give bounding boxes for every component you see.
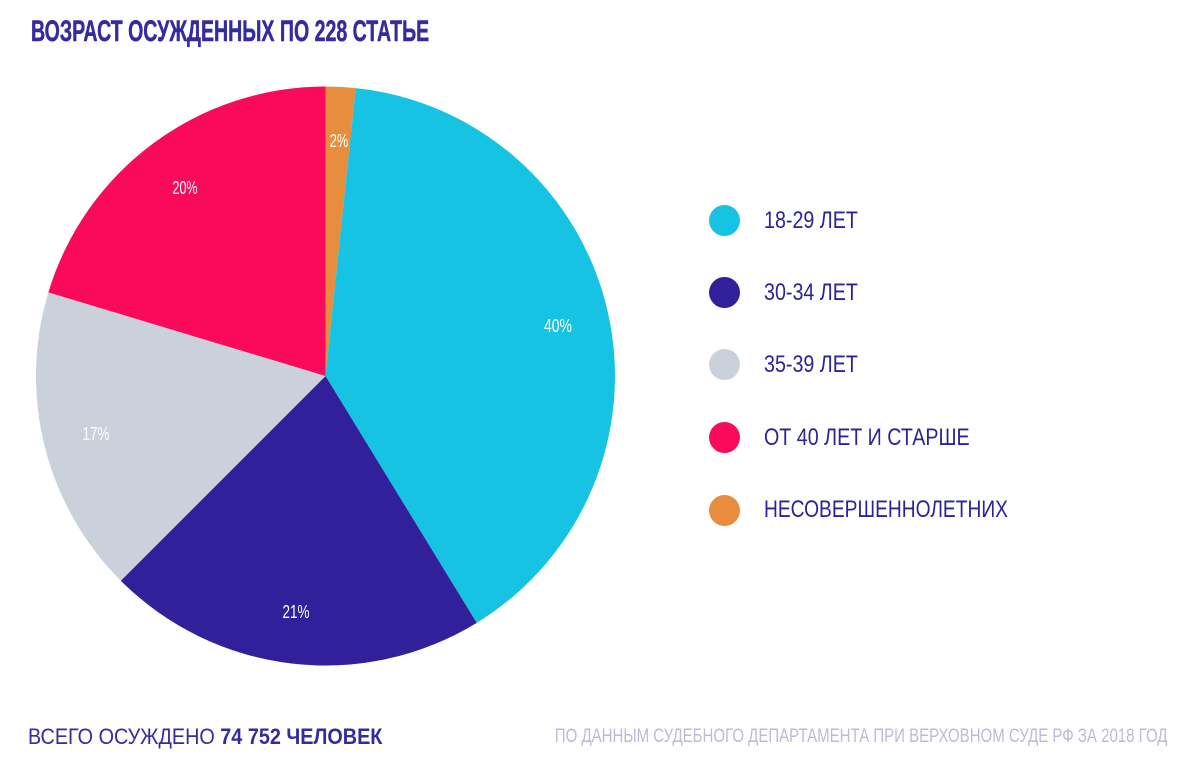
svg-text:17%: 17% xyxy=(83,424,110,444)
svg-text:40%: 40% xyxy=(544,316,572,336)
svg-text:2%: 2% xyxy=(330,131,349,151)
svg-text:21%: 21% xyxy=(283,602,310,622)
svg-text:20%: 20% xyxy=(173,178,198,198)
